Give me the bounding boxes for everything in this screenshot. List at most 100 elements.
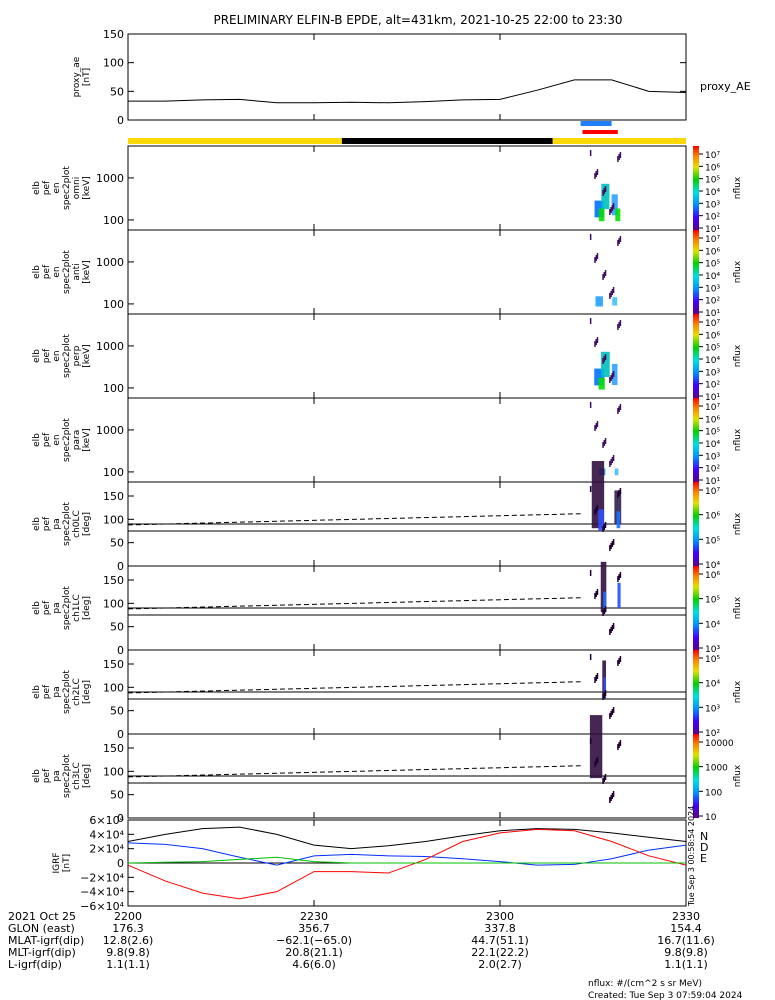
spectrogram-data-cell [615, 208, 621, 222]
spectrogram-ytick-label: 100 [103, 466, 124, 479]
orbit-row-value: 22.1(22.2) [471, 946, 529, 959]
axis-label-line: [keV] [82, 260, 92, 284]
axis-label-line: [keV] [82, 428, 92, 452]
spectrogram-ylabel: elb pef pa spec2plot ch0LC [deg] [32, 502, 92, 546]
spectrogram-speck [595, 423, 597, 429]
colorbar-tick-label: 10⁶ [705, 415, 720, 425]
axis-label-line: elb [32, 601, 42, 615]
colorbar-tick-label: 10⁵ [705, 176, 720, 186]
colorbar-tick-label: 100 [705, 788, 722, 798]
spectrogram-speck [604, 438, 607, 444]
spectrogram-ytick-label: 50 [110, 537, 124, 550]
spectrogram-ytick-label: 0 [117, 728, 124, 741]
colorbar-tick-label: 10⁷ [705, 403, 720, 413]
colorbar [693, 650, 699, 734]
colorbar [693, 566, 699, 650]
colorbar-tick-label: 10⁴ [705, 272, 720, 282]
proxy-ae-ytick-label: 0 [117, 114, 124, 127]
spectrogram-speck [602, 190, 604, 196]
spectrogram-speck [603, 524, 606, 530]
spectrogram-speck [610, 543, 612, 549]
spectrogram-speck [595, 507, 597, 513]
axis-label-line: ch1LC [72, 594, 82, 622]
igrf-series-N [127, 826, 687, 850]
spectrogram-speck [603, 356, 606, 362]
colorbar-tick-label: 10⁷ [705, 235, 720, 245]
igrf-ytick-label: 0 [117, 857, 124, 870]
spectrogram-speck [612, 287, 615, 293]
spectrogram-ylabel: elb pef en spec2plot perp [keV] [32, 334, 92, 378]
spectrogram-speck [609, 377, 611, 383]
colorbar [693, 734, 699, 818]
axis-label-line: pa [52, 602, 62, 613]
spectrogram-data-cell [600, 561, 607, 613]
spectrogram-speck [594, 341, 596, 347]
colorbar-tick-label: 10⁴ [705, 356, 720, 366]
spectrogram-ytick-label: 100 [103, 765, 124, 778]
colorbar-tick-label: 10³ [705, 704, 720, 714]
spectrogram-speck [594, 677, 596, 683]
orbit-row-value: 176.3 [112, 922, 144, 935]
colorbar-tick-label: 10² [705, 297, 720, 307]
spectrogram-ylabel: elb pef pa spec2plot ch3LC [deg] [32, 754, 92, 798]
spectrogram-speck [618, 658, 620, 664]
colorbar [693, 230, 699, 314]
colorbar-tick-label: 10⁷ [705, 319, 720, 329]
science-zone-marker-red [582, 130, 618, 134]
axis-label-line: perp [72, 345, 82, 366]
proxy-ae-ytick-label: 100 [103, 57, 124, 70]
spectrogram-speck [596, 673, 599, 679]
spectrogram-ytick-label: 1000 [96, 172, 124, 185]
colorbar-label: nflux [733, 512, 743, 535]
spectrogram-speck [589, 234, 592, 240]
spectrogram-speck [611, 541, 614, 547]
colorbar-tick-label: 10⁴ [705, 561, 720, 571]
state-bar-segment [552, 138, 686, 144]
spectrogram-ytick-label: 50 [110, 705, 124, 718]
spectrogram-speck [604, 774, 607, 780]
orbit-row-value: 9.8(9.8) [106, 946, 150, 959]
axis-label-line: pa [52, 686, 62, 697]
spectrogram-speck [610, 627, 612, 633]
colorbar-tick-label: 10⁶ [705, 331, 720, 341]
spectrogram-data-cell [611, 363, 618, 385]
spectrogram-ylabel: elb pef pa spec2plot ch2LC [deg] [32, 670, 92, 714]
spectrogram-data-cell [603, 591, 607, 613]
spectrogram-ytick-label: 0 [117, 560, 124, 573]
spectrogram-speck [610, 375, 612, 381]
axis-label-line: [deg] [82, 512, 92, 536]
orbit-row-value: 2330 [672, 910, 700, 923]
colorbar-tick-label: 10⁵ [705, 260, 720, 270]
spectrogram-speck [603, 188, 606, 194]
spectrogram-ytick-label: 150 [103, 658, 124, 671]
spectrogram-speck [617, 408, 619, 414]
spectrogram-speck [602, 778, 604, 784]
spectrogram-speck [596, 757, 599, 763]
colorbar-tick-label: 10³ [705, 200, 720, 210]
spectrogram-speck [610, 207, 612, 213]
axis-label-line: IGRF [52, 852, 62, 873]
axis-label-line: en [52, 266, 62, 277]
spectrogram-speck [604, 606, 607, 612]
spectrogram-ytick-label: 1000 [96, 256, 124, 269]
spectrogram-data-cell [601, 351, 610, 377]
spectrogram-speck [612, 791, 615, 797]
spectrogram-speck [617, 744, 619, 750]
axis-label-line: en [52, 350, 62, 361]
spectrogram-speck [619, 488, 622, 494]
spectrogram-speck [611, 793, 614, 799]
spectrogram-speck [617, 156, 619, 162]
spectrogram-speck [611, 709, 614, 715]
spectrogram-ylabel: elb pef en spec2plot para [keV] [32, 418, 92, 462]
spectrogram-speck [619, 740, 622, 746]
spectrogram-speck [617, 660, 619, 666]
axis-label-line: [nT] [62, 854, 72, 872]
colorbar-tick-label: 10⁵ [705, 536, 720, 546]
axis-label-line: pef [42, 348, 52, 363]
orbit-row-value: 337.8 [484, 922, 516, 935]
orbit-row-value: 1.1(1.1) [664, 958, 708, 971]
spectrogram-speck [603, 440, 606, 446]
colorbar-tick-label: 10 [705, 813, 717, 823]
spectrogram-speck [618, 574, 620, 580]
spectrogram-speck [604, 270, 607, 276]
